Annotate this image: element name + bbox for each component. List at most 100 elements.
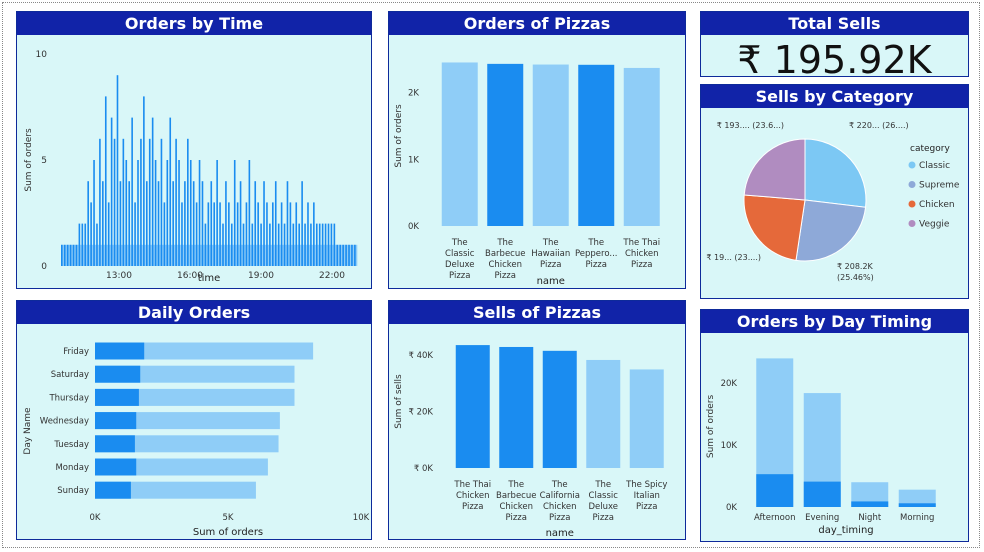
time-bar-base (84, 244, 88, 266)
time-bar-base (274, 244, 279, 266)
time-bar (292, 223, 295, 266)
time-bar (248, 160, 251, 266)
time-bar (119, 181, 122, 266)
pie-slice (743, 138, 806, 201)
time-bar (289, 202, 292, 266)
bar-segment (756, 474, 794, 507)
time-bar-base (143, 244, 147, 266)
y-tick-label: 20K (721, 379, 738, 389)
orders-by-day-timing-card: Orders by Day Timing 0K 10K 20K Sum of orde… (700, 309, 969, 542)
bar-segment (95, 481, 131, 499)
legend-marker (908, 200, 916, 208)
x-tick-label: 5K (223, 513, 234, 523)
y-tick-label: 2K (408, 89, 419, 99)
time-bar (307, 202, 309, 266)
x-tick-label: The (594, 480, 611, 490)
time-bar (277, 223, 280, 266)
x-tick-label: 16:00 (177, 271, 203, 281)
x-tick-label: Deluxe (588, 502, 618, 512)
time-bar-base (216, 244, 220, 266)
time-bar-base (242, 244, 246, 266)
sells-by-category-chart: ₹ 220... (26....) ₹ 208.2K (25.46%) ₹ 19...… (706, 121, 960, 282)
time-bar-base (330, 244, 334, 266)
pie-data-label: ₹ 193.... (23.6...) (717, 121, 784, 130)
time-bar-base (269, 244, 273, 266)
bar (95, 388, 295, 406)
time-bar (122, 138, 125, 266)
time-bar-base (321, 244, 326, 266)
orders-by-time-title: Orders by Time (17, 12, 371, 35)
x-tick-label: 0K (90, 513, 101, 523)
time-bar-base (160, 244, 164, 266)
time-bar-base (163, 244, 167, 266)
time-bar (228, 202, 230, 266)
time-bar (272, 202, 274, 266)
y-tick-label: 0K (726, 503, 737, 513)
y-axis-title: Sum of sells (394, 374, 404, 429)
time-bar-base (345, 244, 349, 266)
x-tick-label: The (542, 238, 559, 248)
time-bar-base (313, 244, 317, 266)
x-axis-title: Sum of orders (193, 527, 263, 538)
x-tick-label: Chicken (543, 502, 577, 512)
total-sells-value: ₹ 195.92K (737, 38, 932, 82)
y-tick-label: 10K (721, 441, 738, 451)
y-tick-label: Tuesday (53, 440, 89, 450)
time-bar-base (87, 244, 91, 266)
y-tick-label: ₹ 0K (414, 464, 434, 474)
sells-of-pizzas-title: Sells of Pizzas (389, 301, 685, 324)
time-bar-base (324, 244, 328, 266)
time-bar-base (289, 244, 293, 266)
time-bar (160, 138, 163, 266)
time-bar-base (169, 244, 173, 266)
time-bar (315, 223, 318, 266)
x-tick-label: Pizza (462, 502, 483, 512)
x-tick-label: Pizza (540, 260, 561, 270)
time-bar (84, 223, 87, 266)
time-bar (166, 160, 169, 266)
time-bar (104, 96, 107, 267)
time-bar (61, 244, 63, 266)
time-bar (345, 244, 347, 266)
time-bar (339, 244, 342, 266)
x-tick-label: Hawaiian (531, 249, 570, 259)
time-bar (351, 244, 353, 266)
bar (532, 64, 569, 227)
x-axis-title: time (198, 273, 221, 284)
orders-by-time-card: Orders by Time 0 5 10 Sum of orders time 13:0… (16, 11, 372, 289)
x-tick-label: 19:00 (248, 271, 274, 281)
time-bar-base (140, 244, 144, 266)
time-bar-base (125, 244, 129, 266)
time-bar-base (145, 244, 150, 266)
time-bar-base (348, 244, 352, 266)
y-axis-title: Sum of orders (706, 395, 716, 459)
time-bar-base (310, 244, 314, 266)
time-bar-base (134, 244, 138, 266)
bar-segment (851, 501, 889, 507)
x-tick-label: 10K (353, 513, 370, 523)
total-sells-title: Total Sells (701, 12, 968, 35)
time-bar-base (151, 244, 156, 266)
x-tick-label: Evening (805, 513, 839, 523)
time-bar (143, 96, 145, 267)
time-bar-base (131, 244, 135, 266)
bar-segment (898, 503, 936, 507)
x-tick-label: Chicken (625, 249, 659, 259)
daily-orders-title: Daily Orders (17, 301, 371, 324)
x-tick-label: 13:00 (106, 271, 132, 281)
time-bar (348, 244, 350, 266)
time-bar (145, 181, 148, 266)
pie-data-label: ₹ 208.2K (837, 262, 874, 271)
x-tick-label: Chicken (499, 502, 533, 512)
time-bar-base (277, 244, 282, 266)
x-tick-label: Classic (445, 249, 475, 259)
time-bar (230, 223, 233, 266)
time-bar-base (280, 244, 285, 266)
time-bar-base (137, 244, 141, 266)
bar-segment (95, 435, 135, 453)
legend-label: Classic (919, 161, 950, 171)
time-bar (342, 244, 344, 266)
legend-marker (908, 161, 916, 169)
